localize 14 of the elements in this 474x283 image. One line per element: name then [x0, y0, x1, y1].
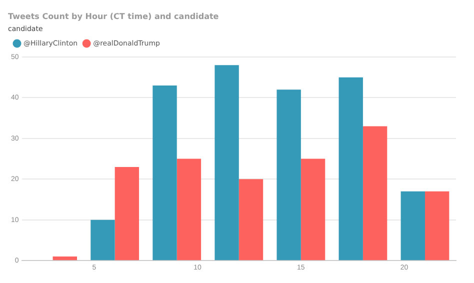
chart-title: Tweets Count by Hour (CT time) and candidate — [8, 12, 220, 21]
bar — [300, 158, 326, 260]
bar — [338, 77, 363, 260]
bar — [400, 191, 425, 260]
bar — [114, 166, 140, 260]
bar — [362, 126, 388, 260]
bar — [152, 86, 177, 260]
bar — [214, 65, 239, 260]
bar — [90, 220, 115, 260]
bar — [276, 90, 301, 260]
bar — [52, 256, 77, 260]
bar — [424, 191, 450, 260]
bar — [176, 158, 202, 260]
bar — [238, 179, 264, 260]
